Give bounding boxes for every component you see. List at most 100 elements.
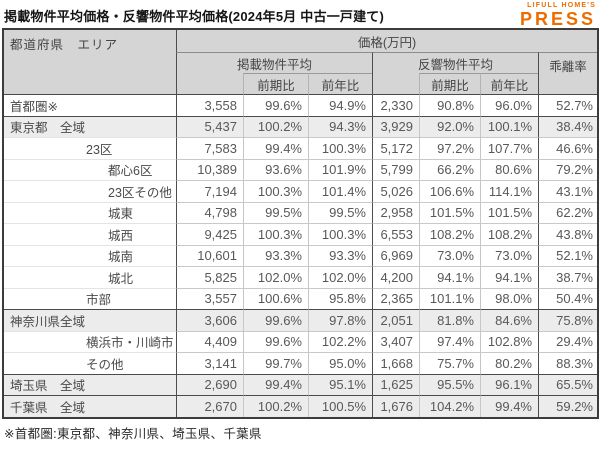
header-price-unit: 価格(万円) (176, 30, 597, 52)
inquiry-mom-value: 108.2% (419, 223, 480, 245)
listed-yoy-value: 100.5% (308, 395, 372, 417)
listed-avg-value: 9,425 (176, 223, 243, 245)
listed-yoy-value: 94.9% (308, 94, 372, 116)
divergence-rate-value: 52.1% (538, 244, 597, 266)
inquiry-yoy-value: 107.7% (480, 137, 538, 159)
inquiry-mom-value: 81.8% (419, 309, 480, 331)
area-label: その他 (86, 357, 124, 372)
inquiry-mom-value: 104.2% (419, 395, 480, 417)
inquiry-yoy-value: 99.4% (480, 395, 538, 417)
inquiry-mom-value: 92.0% (419, 115, 480, 137)
area-label: 横浜市・川崎市 (86, 336, 174, 351)
listed-yoy-value: 95.0% (308, 352, 372, 374)
listed-mom-value: 100.2% (243, 115, 308, 137)
listed-avg-value: 10,389 (176, 158, 243, 180)
header-listed-value-spacer (176, 73, 243, 94)
divergence-rate-value: 88.3% (538, 352, 597, 374)
listed-yoy-value: 95.8% (308, 287, 372, 309)
inquiry-avg-value: 2,330 (372, 94, 419, 116)
area-cell: 千葉県 全域 (4, 395, 176, 417)
inquiry-yoy-value: 84.6% (480, 309, 538, 331)
table-row: 埼玉県 全域 2,690 99.4% 95.1% 1,625 95.5% 96.1% 65.5% (4, 373, 597, 396)
inquiry-mom-value: 75.7% (419, 352, 480, 374)
header-inquiry-value-spacer (372, 73, 419, 94)
divergence-rate-value: 59.2% (538, 395, 597, 417)
listed-yoy-value: 99.5% (308, 201, 372, 223)
table-row: 都心6区 10,389 93.6% 101.9% 5,799 66.2% 80.6% 79.2… (4, 158, 597, 181)
area-cell: 23区 (4, 137, 176, 159)
listed-mom-value: 100.3% (243, 180, 308, 202)
inquiry-avg-value: 6,969 (372, 244, 419, 266)
inquiry-avg-value: 3,929 (372, 115, 419, 137)
inquiry-yoy-value: 80.2% (480, 352, 538, 374)
divergence-rate-value: 38.4% (538, 115, 597, 137)
logo-brand-text: LIFULL HOME'S (527, 2, 596, 9)
inquiry-avg-value: 3,407 (372, 330, 419, 352)
inquiry-yoy-value: 80.6% (480, 158, 538, 180)
prefecture-label: 神奈川県 (10, 314, 61, 329)
area-cell: 横浜市・川崎市 (4, 330, 176, 353)
prefecture-label: 埼玉県 (10, 379, 48, 394)
header-inquiry-average: 反響物件平均 (372, 52, 538, 73)
listed-mom-value: 102.0% (243, 266, 308, 288)
header-inquiry-yoy: 前年比 (480, 73, 538, 94)
listed-yoy-value: 97.8% (308, 309, 372, 331)
inquiry-yoy-value: 73.0% (480, 244, 538, 266)
listed-mom-value: 100.2% (243, 395, 308, 417)
listed-avg-value: 5,437 (176, 115, 243, 137)
divergence-rate-value: 52.7% (538, 94, 597, 116)
inquiry-mom-value: 95.5% (419, 373, 480, 395)
inquiry-avg-value: 1,676 (372, 395, 419, 417)
area-label: 都心6区 (108, 164, 153, 179)
listed-yoy-value: 93.3% (308, 244, 372, 266)
inquiry-yoy-value: 96.0% (480, 94, 538, 116)
inquiry-avg-value: 2,958 (372, 201, 419, 223)
listed-avg-value: 10,601 (176, 244, 243, 266)
table-row: 23区 7,583 99.4% 100.3% 5,172 97.2% 107.7% 46.6% (4, 137, 597, 159)
area-label: 23区 (86, 142, 113, 157)
area-label: 23区その他 (108, 185, 172, 200)
logo-product-text: PRESS (519, 9, 596, 29)
area-cell: 埼玉県 全域 (4, 373, 176, 396)
area-label: 市部 (86, 293, 112, 308)
listed-mom-value: 99.6% (243, 309, 308, 331)
inquiry-mom-value: 106.6% (419, 180, 480, 202)
prefecture-label: 首都圏※ (10, 99, 58, 114)
listed-mom-value: 99.5% (243, 201, 308, 223)
listed-avg-value: 7,194 (176, 180, 243, 202)
inquiry-mom-value: 101.5% (419, 201, 480, 223)
listed-avg-value: 4,409 (176, 330, 243, 352)
table-row: 市部 3,557 100.6% 95.8% 2,365 101.1% 98.0% 50.4% (4, 287, 597, 310)
inquiry-yoy-value: 101.5% (480, 201, 538, 223)
table-row: 23区その他 7,194 100.3% 101.4% 5,026 106.6% 114.1%… (4, 180, 597, 202)
area-cell: その他 (4, 352, 176, 374)
inquiry-mom-value: 66.2% (419, 158, 480, 180)
divergence-rate-value: 75.8% (538, 309, 597, 331)
inquiry-avg-value: 6,553 (372, 223, 419, 245)
area-cell: 神奈川県 全域 (4, 309, 176, 331)
inquiry-mom-value: 90.8% (419, 94, 480, 116)
inquiry-yoy-value: 96.1% (480, 373, 538, 395)
table-row: 城西 9,425 100.3% 100.3% 6,553 108.2% 108.2% 43.8… (4, 223, 597, 245)
area-cell: 都心6区 (4, 158, 176, 181)
lifull-homes-press-logo: LIFULL HOME'S PRESS (520, 2, 596, 28)
table-row: 神奈川県 全域 3,606 99.6% 97.8% 2,051 81.8% 84.6% 75.8… (4, 309, 597, 331)
listed-avg-value: 2,670 (176, 395, 243, 417)
area-cell: 城北 (4, 266, 176, 288)
listed-avg-value: 3,557 (176, 287, 243, 309)
listed-yoy-value: 95.1% (308, 373, 372, 395)
inquiry-avg-value: 1,625 (372, 373, 419, 395)
inquiry-avg-value: 5,026 (372, 180, 419, 202)
divergence-rate-value: 29.4% (538, 330, 597, 352)
divergence-rate-value: 79.2% (538, 158, 597, 180)
inquiry-avg-value: 5,799 (372, 158, 419, 180)
listed-yoy-value: 102.2% (308, 330, 372, 352)
inquiry-avg-value: 5,172 (372, 137, 419, 159)
area-cell: 市部 (4, 287, 176, 310)
header-divergence-rate: 乖離率 (538, 52, 597, 94)
table-row: 東京都 全域 5,437 100.2% 94.3% 3,929 92.0% 100.1% 38.… (4, 115, 597, 137)
listed-yoy-value: 94.3% (308, 115, 372, 137)
area-label: 全域 (60, 379, 86, 394)
listed-mom-value: 99.4% (243, 373, 308, 395)
table-row: 千葉県 全域 2,670 100.2% 100.5% 1,676 104.2% 99.4% 59… (4, 395, 597, 417)
